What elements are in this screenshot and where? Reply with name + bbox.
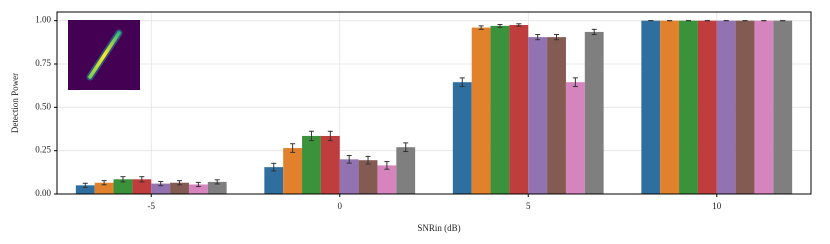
error-bar [139,176,145,183]
bar [132,179,152,194]
bar [528,37,548,195]
error-bar [327,130,333,142]
y-axis-label: Detection Power [10,73,20,133]
error-bar [271,162,277,172]
bar [679,20,698,194]
y-tick-label: 0.50 [35,101,51,111]
error-bar [554,34,560,41]
error-bar [177,180,183,186]
bar [735,20,755,194]
bar [94,182,114,194]
error-bar [120,176,126,183]
error-bar [365,155,371,165]
error-bar [497,23,503,28]
bar [490,25,510,194]
error-bar [459,77,465,88]
bar [509,25,529,194]
inset-ridge [88,31,121,79]
bar [320,135,340,194]
bar [151,183,171,194]
error-bar [346,155,352,164]
bar [339,159,359,194]
y-tick-label: 0.75 [35,58,51,68]
plot-frame [56,11,812,195]
bar [170,182,189,194]
bar [207,181,227,194]
error-bar [384,161,390,170]
bar [660,20,680,194]
bar [565,82,585,194]
x-tick-label: 0 [338,201,343,211]
inset-image [68,20,140,90]
error-bar [403,142,409,153]
error-bar [478,25,484,30]
bar [452,82,472,194]
bar [697,20,717,194]
y-tick-label: 1.00 [35,15,51,25]
x-tick-label: 10 [712,201,722,211]
error-bar [158,181,164,187]
bar [547,37,566,195]
bar [302,135,321,194]
bar [377,165,397,194]
x-axis-label: SNRin (dB) [417,223,460,233]
error-bar [195,181,201,188]
error-bar [308,130,314,142]
error-bar [572,77,578,88]
y-tick-label: 0.00 [35,188,51,198]
error-bar [535,34,541,41]
x-tick-label: -5 [148,201,156,211]
bar-layer [75,20,793,195]
error-bar [591,28,597,36]
bar [358,160,378,194]
bar [641,20,661,194]
x-tick-label: 5 [526,201,531,211]
error-bar [82,182,88,188]
error-bar [290,143,296,153]
bar [754,20,774,194]
bar [396,147,416,194]
bar [75,185,95,194]
bar [113,179,133,194]
y-tick-label: 0.25 [35,145,51,155]
error-bar [214,179,220,185]
bar [283,148,303,194]
bar [188,184,208,194]
error-bar [101,180,107,186]
bar [471,27,491,194]
bar [584,31,604,194]
bar [716,20,736,194]
bar [773,20,793,194]
bar [264,167,284,194]
error-bar [516,23,522,27]
